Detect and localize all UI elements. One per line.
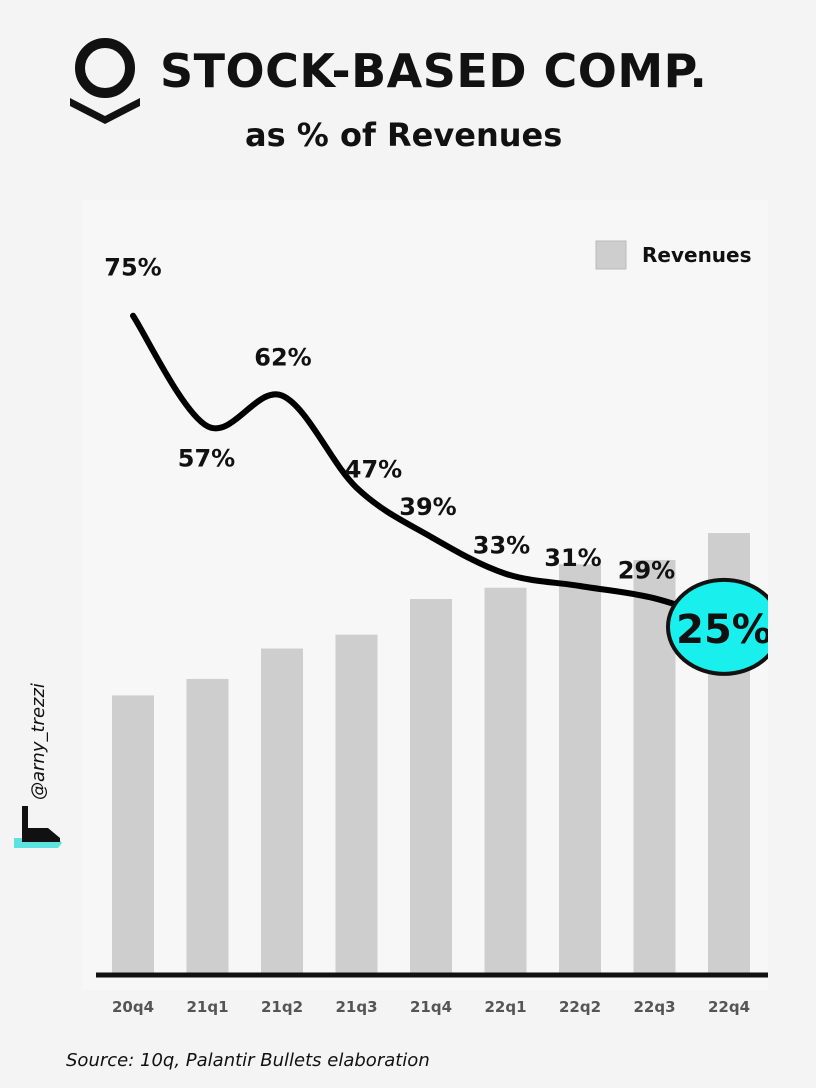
source-note: Source: 10q, Palantir Bullets elaboratio… — [66, 1050, 430, 1071]
x-tick-label-22q3: 22q3 — [633, 998, 675, 1016]
data-label-22q2: 31% — [544, 544, 601, 572]
stock-comp-chart: 20q4 21q1 21q2 21q3 21q4 22q1 22q2 22q3 22q4 75% 5… — [96, 240, 768, 1016]
x-tick-label-21q3: 21q3 — [335, 998, 377, 1016]
legend-label-revenues: Revenues — [642, 243, 752, 267]
data-label-21q3: 47% — [345, 456, 402, 484]
chart-subtitle: as % of Revenues — [245, 116, 563, 154]
revenue-bar-21q4 — [410, 599, 452, 975]
author-handle: @arny_trezzi — [28, 683, 49, 800]
revenue-bar-21q3 — [335, 634, 378, 975]
legend-swatch-revenues — [595, 240, 627, 270]
revenue-bar-22q2 — [559, 564, 601, 975]
revenue-bar-21q2 — [261, 648, 303, 975]
data-label-20q4: 75% — [104, 254, 161, 282]
data-label-21q4: 39% — [399, 493, 456, 521]
x-tick-label-21q2: 21q2 — [261, 998, 303, 1016]
x-tick-label-21q1: 21q1 — [186, 998, 228, 1016]
x-tick-label-22q2: 22q2 — [559, 998, 601, 1016]
arny-trezzi-mark-icon — [14, 806, 62, 848]
data-label-21q1: 57% — [178, 444, 235, 472]
highlight-label-22q4: 25% — [676, 607, 768, 653]
data-label-21q2: 62% — [254, 344, 311, 372]
revenue-bar-21q1 — [186, 678, 229, 975]
chart-title: STOCK-BASED COMP. — [160, 44, 708, 98]
x-tick-label-20q4: 20q4 — [112, 998, 154, 1016]
x-tick-label-21q4: 21q4 — [410, 998, 452, 1016]
chart-panel: 20q4 21q1 21q2 21q3 21q4 22q1 22q2 22q3 22q4 75% 5… — [82, 200, 768, 1016]
x-tick-label-22q1: 22q1 — [484, 998, 526, 1016]
palantir-logo-icon — [70, 38, 140, 124]
highlight-ellipse — [666, 577, 768, 676]
revenue-bar-20q4 — [112, 695, 154, 975]
data-label-22q1: 33% — [473, 532, 530, 560]
x-tick-label-22q4: 22q4 — [708, 998, 750, 1016]
data-label-22q3: 29% — [618, 556, 675, 584]
sbc-percent-line — [130, 312, 732, 626]
revenue-bar-22q1 — [484, 587, 527, 975]
